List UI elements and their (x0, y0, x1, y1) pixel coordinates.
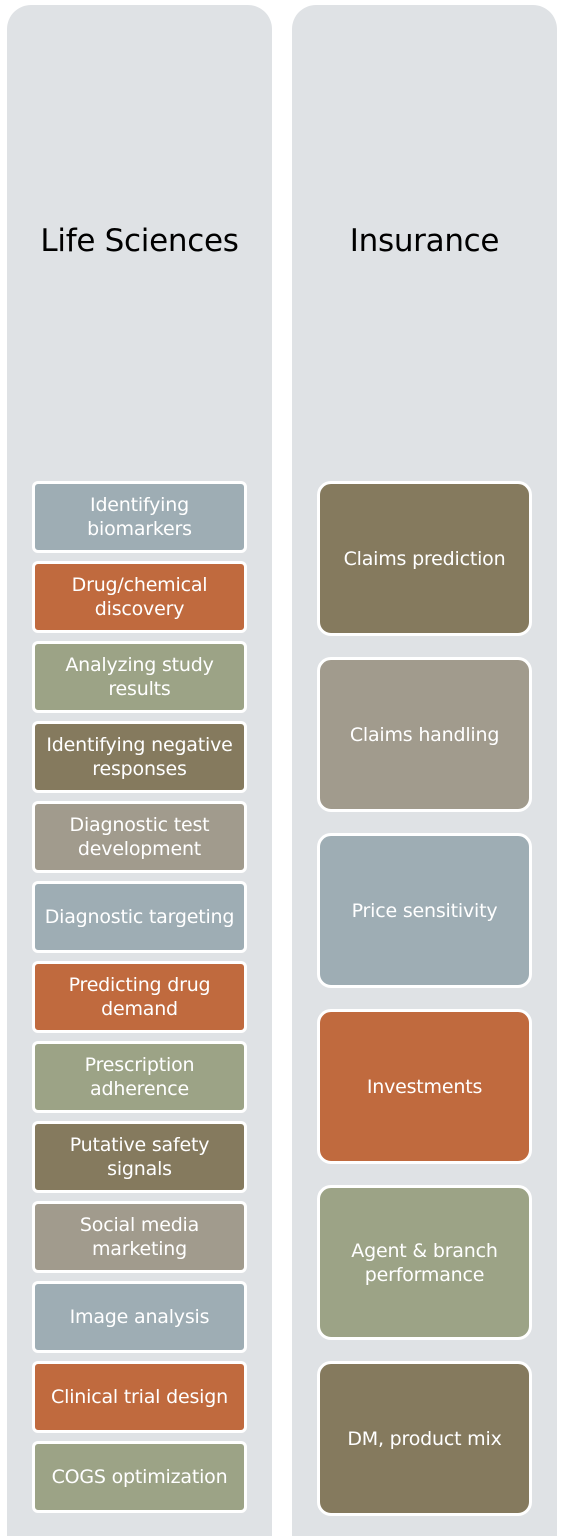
column-life-sciences: Life Sciences Identifying biomarkers Drug… (7, 5, 272, 1536)
card-label: Diagnostic targeting (44, 906, 235, 928)
card-item: Drug/chemical discovery (32, 561, 247, 633)
card-label: COGS optimization (51, 1466, 228, 1488)
card-label: Prescription adherence (84, 1054, 195, 1100)
card-label: Identifying negative responses (46, 734, 233, 780)
card-item: Putative safety signals (32, 1121, 247, 1193)
card-label: Claims handling (349, 723, 500, 746)
column-insurance: Insurance Claims prediction Claims handli… (292, 5, 557, 1536)
card-label: Diagnostic test development (69, 814, 210, 860)
card-label: Image analysis (69, 1306, 210, 1328)
card-item: Identifying negative responses (32, 721, 247, 793)
card-label: Social media marketing (79, 1214, 200, 1260)
card-item: Analyzing study results (32, 641, 247, 713)
card-label: Analyzing study results (65, 654, 214, 700)
card-item: Claims prediction (317, 481, 532, 636)
card-item: DM, product mix (317, 1361, 532, 1516)
card-label: Claims prediction (343, 547, 506, 570)
card-label: Agent & branch performance (351, 1239, 498, 1286)
column-title: Insurance (349, 223, 500, 259)
card-item: Predicting drug demand (32, 961, 247, 1033)
card-item: Diagnostic targeting (32, 881, 247, 953)
card-label: Putative safety signals (69, 1134, 210, 1180)
card-item: Identifying biomarkers (32, 481, 247, 553)
card-item: Prescription adherence (32, 1041, 247, 1113)
card-item: Price sensitivity (317, 833, 532, 988)
card-item: Agent & branch performance (317, 1185, 532, 1340)
card-label: Predicting drug demand (68, 974, 211, 1020)
card-label: Price sensitivity (351, 899, 498, 922)
card-item: COGS optimization (32, 1441, 247, 1513)
card-item: Investments (317, 1009, 532, 1164)
card-item: Image analysis (32, 1281, 247, 1353)
card-label: Drug/chemical discovery (71, 574, 208, 620)
card-label: DM, product mix (347, 1427, 502, 1450)
card-label: Clinical trial design (51, 1386, 228, 1408)
card-label: Identifying biomarkers (87, 494, 192, 540)
card-label: Investments (366, 1075, 483, 1098)
column-title: Life Sciences (40, 223, 239, 259)
card-item: Claims handling (317, 657, 532, 812)
card-item: Social media marketing (32, 1201, 247, 1273)
card-item: Clinical trial design (32, 1361, 247, 1433)
card-item: Diagnostic test development (32, 801, 247, 873)
